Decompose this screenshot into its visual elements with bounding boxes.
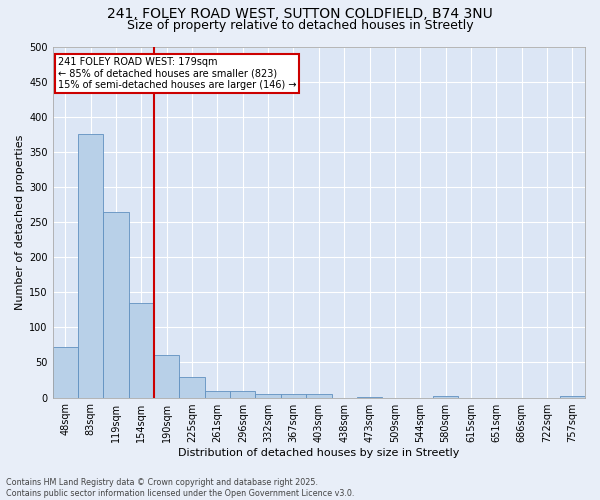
X-axis label: Distribution of detached houses by size in Streetly: Distribution of detached houses by size … [178, 448, 460, 458]
Bar [560, 396, 585, 398]
Bar [154, 356, 179, 398]
Text: Contains HM Land Registry data © Crown copyright and database right 2025.
Contai: Contains HM Land Registry data © Crown c… [6, 478, 355, 498]
Bar [103, 212, 129, 398]
Bar [357, 397, 382, 398]
Bar [53, 347, 78, 398]
Text: Size of property relative to detached houses in Streetly: Size of property relative to detached ho… [127, 19, 473, 32]
Y-axis label: Number of detached properties: Number of detached properties [15, 134, 25, 310]
Bar [179, 376, 205, 398]
Bar [205, 390, 230, 398]
Bar [433, 396, 458, 398]
Text: 241 FOLEY ROAD WEST: 179sqm
← 85% of detached houses are smaller (823)
15% of se: 241 FOLEY ROAD WEST: 179sqm ← 85% of det… [58, 57, 296, 90]
Bar [78, 134, 103, 398]
Bar [129, 303, 154, 398]
Bar [281, 394, 306, 398]
Bar [306, 394, 332, 398]
Text: 241, FOLEY ROAD WEST, SUTTON COLDFIELD, B74 3NU: 241, FOLEY ROAD WEST, SUTTON COLDFIELD, … [107, 8, 493, 22]
Bar [256, 394, 281, 398]
Bar [230, 390, 256, 398]
